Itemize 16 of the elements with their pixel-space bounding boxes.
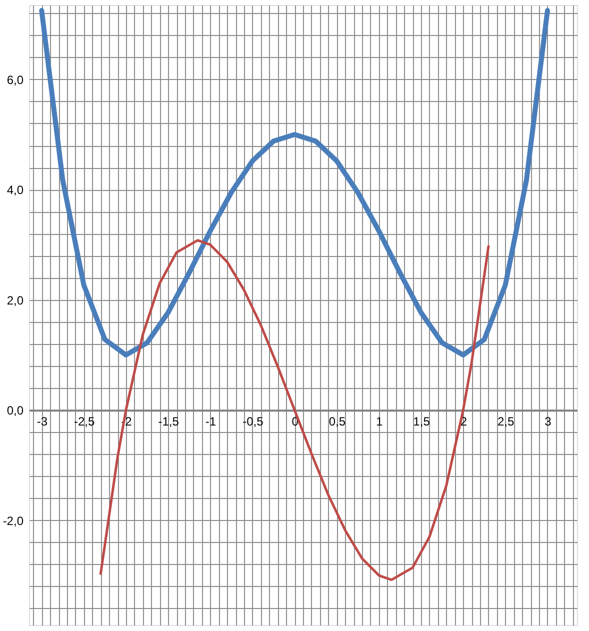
x-tick-label: 1,5 bbox=[413, 414, 430, 429]
y-tick-label: -2,0 bbox=[2, 514, 24, 528]
x-tick-label: 1 bbox=[376, 414, 384, 429]
x-tick-label: 2,5 bbox=[497, 414, 515, 429]
x-tick-label: 3 bbox=[544, 414, 552, 429]
y-tick-label: 2,0 bbox=[6, 293, 24, 308]
x-tick-label: -1,5 bbox=[158, 414, 180, 429]
x-tick-label: -3 bbox=[36, 414, 48, 429]
x-tick-label: -2,5 bbox=[74, 414, 95, 429]
x-tick-label: 0,5 bbox=[328, 414, 346, 429]
y-tick-label: 0,0 bbox=[6, 404, 24, 418]
y-tick-label: 6,0 bbox=[6, 72, 24, 87]
x-tick-label: -1 bbox=[205, 414, 216, 429]
x-tick-label: -0,5 bbox=[242, 414, 264, 429]
line-series bbox=[99, 239, 490, 582]
y-tick-label: 4,0 bbox=[6, 183, 24, 198]
